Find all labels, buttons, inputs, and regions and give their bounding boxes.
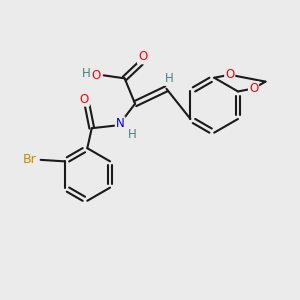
Text: O: O [80, 93, 89, 106]
Text: H: H [128, 128, 136, 141]
Text: O: O [249, 82, 258, 95]
Text: H: H [164, 72, 173, 85]
Text: O: O [138, 50, 147, 63]
Text: H: H [81, 68, 90, 80]
Text: Br: Br [22, 153, 36, 167]
Text: O: O [91, 69, 100, 82]
Text: O: O [225, 68, 234, 81]
Text: N: N [116, 117, 124, 130]
